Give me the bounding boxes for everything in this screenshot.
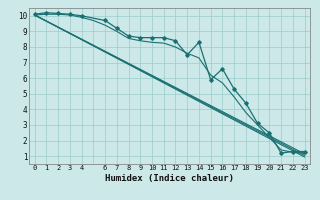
X-axis label: Humidex (Indice chaleur): Humidex (Indice chaleur) (105, 174, 234, 183)
